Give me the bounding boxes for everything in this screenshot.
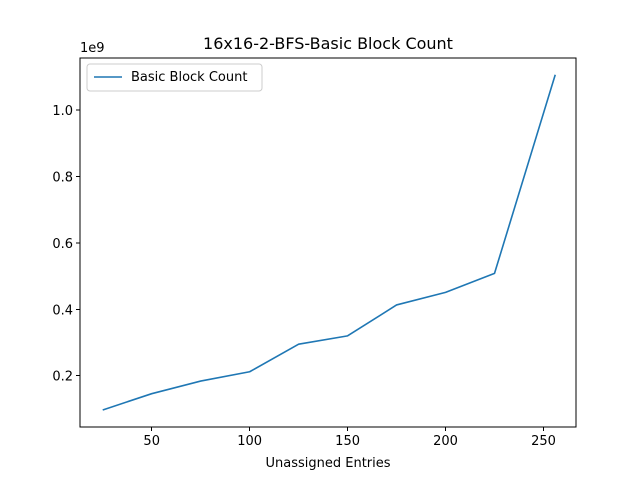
x-axis-label: Unassigned Entries — [265, 456, 390, 471]
x-tick-label: 250 — [531, 434, 556, 449]
y-tick-label: 0.6 — [52, 237, 73, 252]
legend: Basic Block Count — [86, 63, 263, 92]
legend-box — [86, 63, 263, 92]
chart-title: 16x16-2-BFS-Basic Block Count — [203, 34, 453, 53]
series-line — [102, 74, 557, 411]
y-tick-label: 0.2 — [52, 370, 73, 385]
y-tick-label: 1.0 — [52, 104, 73, 119]
plot-area: 50 100 150 200 250 0.2 0.4 0.6 0.8 1.0 — [52, 57, 577, 449]
legend-label: Basic Block Count — [131, 70, 247, 85]
x-tick-label: 50 — [143, 434, 160, 449]
x-tick-label: 100 — [237, 434, 262, 449]
x-tick-label: 200 — [433, 434, 458, 449]
y-tick-label: 0.8 — [52, 170, 73, 185]
x-tick-label: 150 — [335, 434, 360, 449]
y-tick-label: 0.4 — [52, 303, 73, 318]
y-offset-label: 1e9 — [80, 41, 105, 56]
